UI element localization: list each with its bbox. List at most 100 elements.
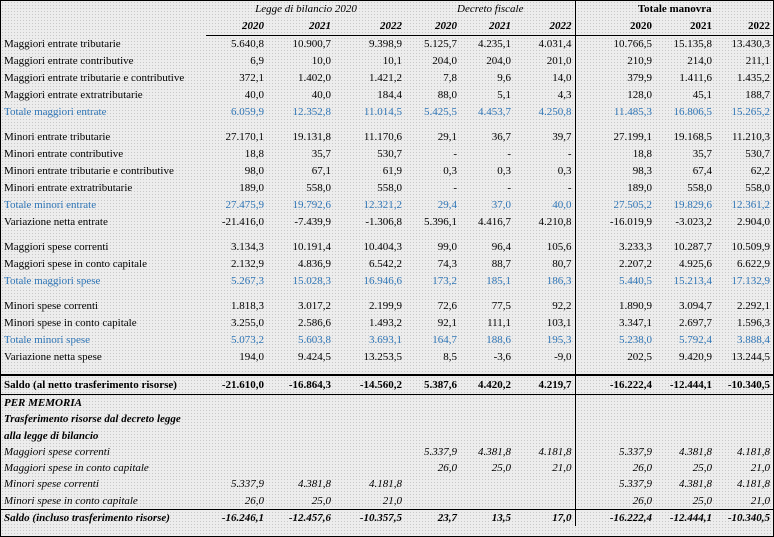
data-row: Maggiori entrate tributarie 5.640,8 10.900… <box>1 35 773 53</box>
value-cell: 6.542,2 <box>369 258 402 270</box>
value-cell: 211,1 <box>745 55 771 67</box>
value-cell: 4.453,7 <box>478 106 511 118</box>
value-cell: 202,5 <box>574 349 656 366</box>
spacer-cell <box>655 121 715 129</box>
value-cell: -9,0 <box>554 351 572 363</box>
saldo-row: Saldo (al netto trasferimento risorse) -2… <box>1 374 774 395</box>
empty-cell <box>405 428 460 444</box>
spacer-cell <box>574 366 656 375</box>
value-cell: - <box>567 148 572 160</box>
memoria-text: PER MEMORIA <box>4 397 82 409</box>
empty-cell <box>514 411 575 427</box>
row-label: Saldo (al netto trasferimento risorse) <box>1 374 206 395</box>
value-cell: 188,6 <box>486 334 511 346</box>
group-title: Legge di bilancio 2020 <box>255 3 357 15</box>
spacer-cell <box>514 121 575 129</box>
corner-cell <box>1 1 206 17</box>
value-cell: -1.306,8 <box>365 216 402 228</box>
year-label: 2021 <box>267 17 334 36</box>
value-cell <box>267 460 334 476</box>
value-cell: 558,0 <box>687 182 713 194</box>
value-cell: 40,0 <box>244 89 264 101</box>
data-row: Variazione netta entrate -21.416,0 -7.439,… <box>1 214 773 231</box>
value-cell: 62,2 <box>750 165 771 177</box>
value-cell: 5.337,9 <box>574 476 656 493</box>
value-cell: 5.425,5 <box>424 106 457 118</box>
value-cell: -14.560,2 <box>334 374 405 395</box>
value-cell: 128,0 <box>574 87 656 104</box>
data-row: Totale minori entrate 27.475,9 19.792,6 12.… <box>1 197 773 214</box>
row-label: Totale maggiori entrate <box>4 106 107 118</box>
value-cell: 186,3 <box>546 275 572 287</box>
value-cell: 21,0 <box>552 462 572 475</box>
value-cell <box>206 444 267 460</box>
value-cell: 74,3 <box>437 258 457 270</box>
value-cell: 11.485,3 <box>574 104 656 121</box>
row-label: Minori entrate tributarie <box>4 131 111 143</box>
value-cell: 2.292,1 <box>737 300 771 312</box>
value-cell: 1.421,2 <box>369 72 402 84</box>
value-cell: 27.475,9 <box>225 199 265 211</box>
value-cell <box>267 444 334 460</box>
empty-cell <box>334 395 405 412</box>
value-cell: 67,1 <box>311 165 331 177</box>
value-cell <box>405 476 460 492</box>
memoria-saldo-row: Saldo (incluso trasferimento risorse) -16… <box>1 509 774 527</box>
value-cell: 35,7 <box>311 148 331 160</box>
value-cell: -10.357,5 <box>334 509 405 527</box>
row-label: Minori entrate contributive <box>4 148 124 160</box>
value-cell: 26,0 <box>574 460 656 477</box>
spacer-cell <box>574 231 656 239</box>
spacer-cell <box>460 231 514 239</box>
row-label: Minori spese correnti <box>4 478 99 491</box>
value-cell: 3.888,4 <box>737 334 771 346</box>
empty-cell <box>334 428 405 444</box>
row-label: Saldo (incluso trasferimento risorse) <box>1 509 206 527</box>
value-cell: 99,0 <box>437 241 457 253</box>
empty-cell <box>574 427 656 444</box>
value-cell: 13,5 <box>460 509 514 527</box>
row-label: Minori entrate tributarie e contributive <box>4 165 174 177</box>
row-label: Maggiori spese in conto capitale <box>4 462 149 475</box>
value-cell: 188,7 <box>745 89 771 101</box>
value-cell: 4.219,7 <box>514 374 576 395</box>
value-cell: 29,1 <box>437 131 457 143</box>
value-cell: 4.416,7 <box>478 216 511 228</box>
spacer-cell <box>574 290 656 298</box>
value-cell: 5.337,9 <box>231 478 264 491</box>
value-cell: 3.347,1 <box>574 315 656 332</box>
memoria-subtitle-row: alla legge di bilancio <box>1 427 773 444</box>
value-cell: 26,0 <box>244 494 264 507</box>
value-cell: 67,4 <box>692 165 713 177</box>
value-cell: 530,7 <box>745 148 771 160</box>
value-cell: 558,0 <box>377 182 402 194</box>
value-cell: - <box>567 182 572 194</box>
year-label: 2021 <box>460 17 514 36</box>
value-cell: 10.191,4 <box>292 241 332 253</box>
value-cell: 5.387,6 <box>405 374 460 395</box>
value-cell: 214,0 <box>687 55 713 67</box>
value-cell: -12.444,1 <box>655 374 716 395</box>
memoria-row: Minori spese in conto capitale 26,0 25,0 21… <box>1 492 773 510</box>
value-cell: 25,0 <box>692 462 713 475</box>
value-cell: 173,2 <box>432 275 457 287</box>
value-cell: 25,0 <box>491 462 511 475</box>
spacer-row <box>1 121 773 129</box>
value-cell: 111,1 <box>487 317 511 329</box>
memoria-subtitle-row: Trasferimento risorse dal decreto legge <box>1 411 773 428</box>
value-cell: 189,0 <box>574 180 656 197</box>
memoria-row: Maggiori spese correnti 5.337,9 4.381,8 4.1… <box>1 443 773 461</box>
spacer-cell <box>206 231 267 239</box>
spacer-cell <box>405 121 460 129</box>
value-cell: 3.017,2 <box>298 300 331 312</box>
value-cell: 185,1 <box>486 275 511 287</box>
year-label: 2020 <box>206 17 267 36</box>
spacer-cell <box>206 366 267 375</box>
data-row: Minori entrate tributarie e contributive… <box>1 163 773 180</box>
value-cell: 379,9 <box>574 70 656 87</box>
value-cell: 29,4 <box>437 199 457 211</box>
value-cell: 2.199,9 <box>369 300 402 312</box>
value-cell: 2.697,7 <box>679 317 713 329</box>
value-cell: 2.207,2 <box>574 256 656 273</box>
value-cell: 39,7 <box>552 131 572 143</box>
